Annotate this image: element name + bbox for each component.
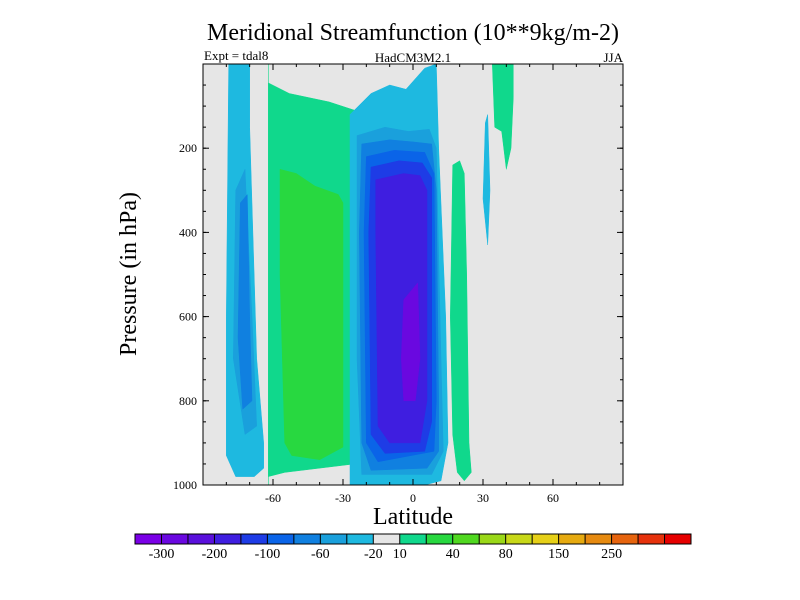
contour-region-14 bbox=[401, 282, 421, 402]
colorbar-swatch bbox=[399, 534, 427, 544]
x-tick-label: 30 bbox=[477, 491, 489, 505]
colorbar-swatch bbox=[585, 534, 612, 544]
contour-fills bbox=[226, 64, 514, 485]
colorbar-swatch bbox=[373, 534, 401, 544]
colorbar-swatch bbox=[452, 534, 480, 544]
colorbar-swatch bbox=[505, 534, 533, 544]
colorbar-swatch bbox=[135, 534, 162, 544]
colorbar-label: -300 bbox=[149, 547, 175, 562]
colorbar-swatch bbox=[346, 534, 374, 544]
y-tick-label: 800 bbox=[179, 394, 197, 408]
colorbar-swatch bbox=[214, 534, 242, 544]
x-tick-label: -30 bbox=[335, 491, 351, 505]
x-tick-label: 60 bbox=[547, 491, 559, 505]
y-axis-label: Pressure (in hPa) bbox=[116, 192, 142, 356]
colorbar-swatch bbox=[426, 534, 454, 544]
y-tick-label: 1000 bbox=[173, 478, 197, 492]
colorbar-label: 150 bbox=[548, 547, 569, 562]
colorbar-swatch bbox=[611, 534, 639, 544]
x-tick-label: -60 bbox=[265, 491, 281, 505]
contour-region-3 bbox=[279, 169, 344, 460]
x-axis-label: Latitude bbox=[373, 504, 453, 530]
chart-subtitle-left: Expt = tdal8 bbox=[204, 48, 268, 63]
y-tick-label: 600 bbox=[179, 310, 197, 324]
colorbar-swatch bbox=[638, 534, 665, 544]
colorbar: -300 -200 -100 -60 -20 10 40 80 150 250 bbox=[134, 533, 692, 562]
colorbar-swatch bbox=[479, 534, 507, 544]
colorbar-swatch bbox=[320, 534, 348, 544]
colorbar-swatch bbox=[267, 534, 295, 544]
colorbar-swatch bbox=[532, 534, 560, 544]
axis-ticks: -60 -30 0 30 60 200 400 600 800 1000 bbox=[173, 64, 624, 505]
colorbar-label: -200 bbox=[202, 547, 228, 562]
colorbar-label: -20 bbox=[364, 547, 383, 562]
colorbar-swatch bbox=[240, 534, 268, 544]
colorbar-frame bbox=[134, 533, 692, 545]
colorbar-swatch bbox=[664, 534, 692, 544]
colorbar-swatch bbox=[187, 534, 215, 544]
x-tick-label: 0 bbox=[410, 491, 416, 505]
colorbar-swatch bbox=[293, 534, 321, 544]
contour-region-13 bbox=[375, 173, 428, 444]
contour-region-1 bbox=[450, 160, 472, 482]
colorbar-label: 80 bbox=[499, 547, 513, 562]
colorbar-label: -100 bbox=[255, 547, 281, 562]
y-tick-label: 400 bbox=[179, 225, 197, 239]
contour-region-2 bbox=[492, 64, 514, 170]
colorbar-label: 40 bbox=[446, 547, 460, 562]
colorbar-swatch bbox=[161, 534, 189, 544]
colorbar-label: 250 bbox=[601, 547, 622, 562]
chart-title: Meridional Streamfunction (10**9kg/m-2) bbox=[207, 20, 619, 46]
colorbar-label: -60 bbox=[311, 547, 330, 562]
contour-region-6 bbox=[482, 114, 491, 246]
chart-subtitle-right: JJA bbox=[603, 50, 623, 65]
y-tick-label: 200 bbox=[179, 141, 197, 155]
colorbar-swatch bbox=[558, 534, 586, 544]
colorbar-label: 10 bbox=[393, 547, 407, 562]
chart-subtitle-center: HadCM3M2.1 bbox=[375, 50, 451, 65]
contour-region-9 bbox=[237, 194, 253, 410]
